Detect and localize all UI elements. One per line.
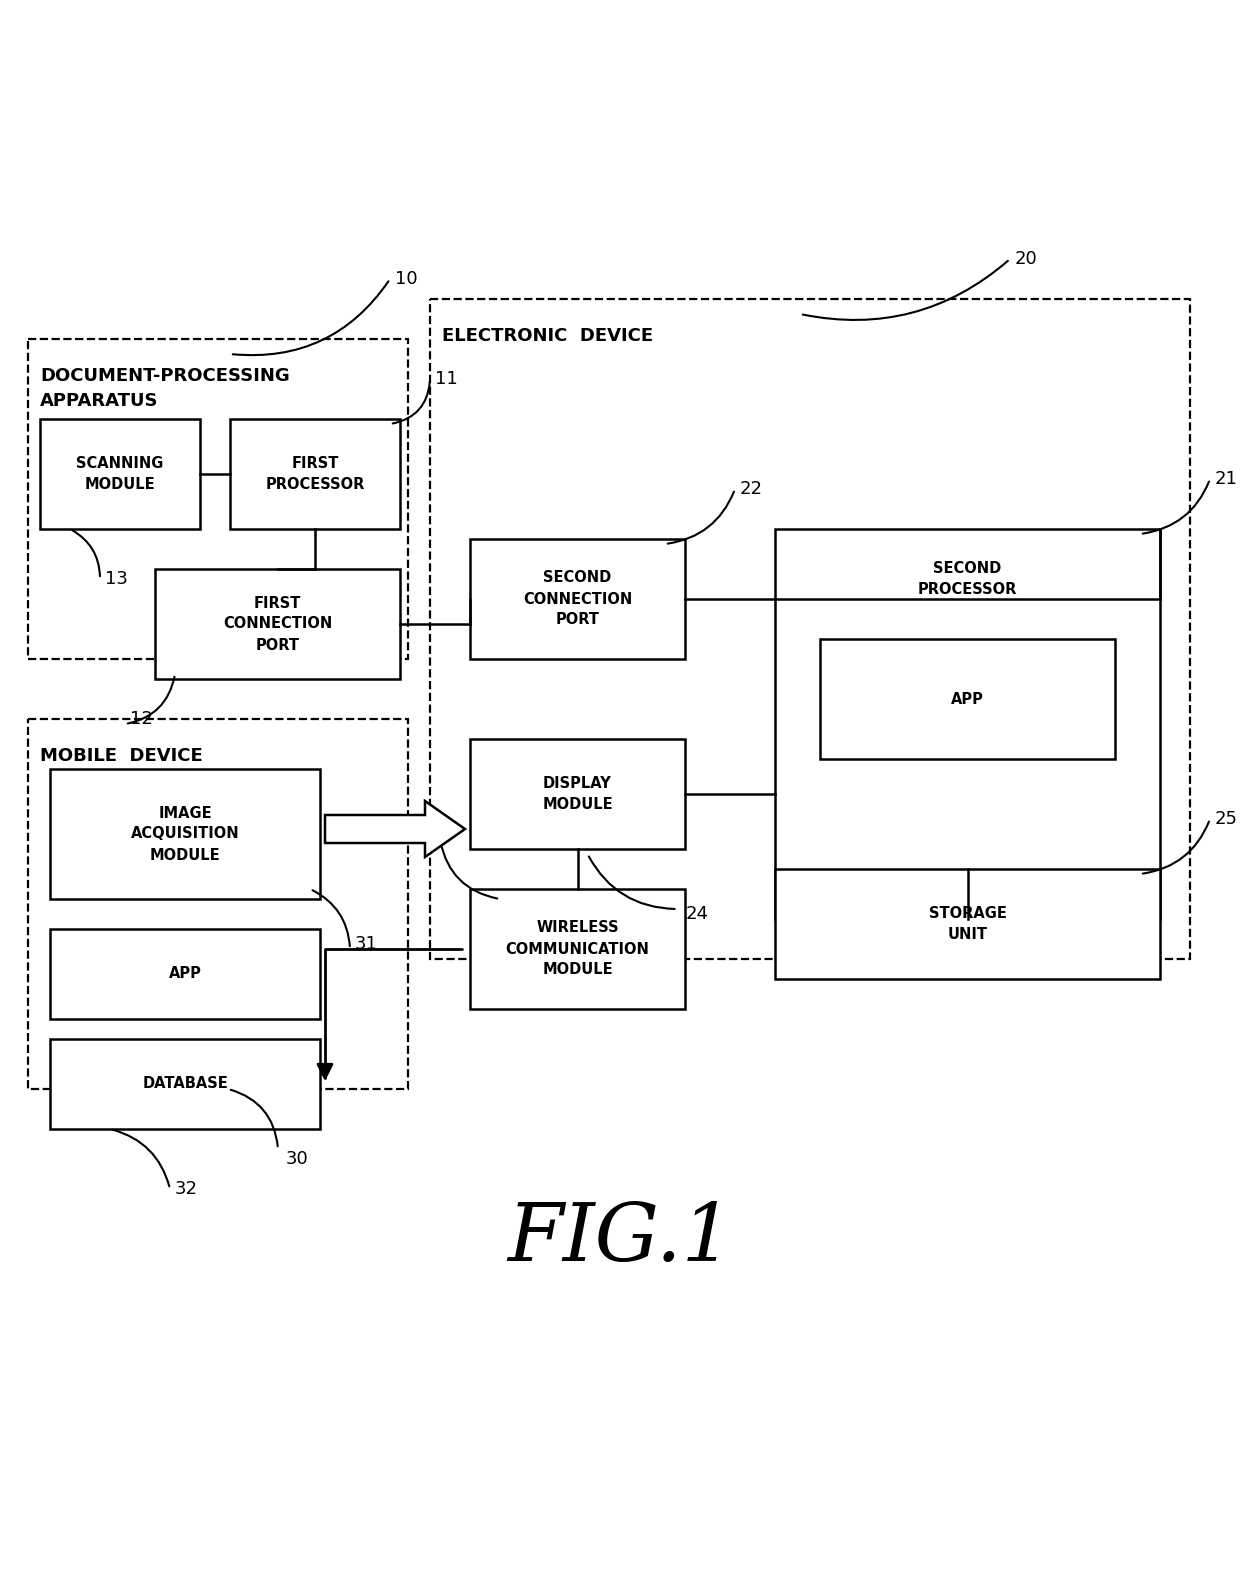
Bar [50, 929, 320, 1019]
Bar [470, 540, 684, 660]
Text: DISPLAY
MODULE: DISPLAY MODULE [542, 776, 613, 813]
Bar [430, 298, 1190, 959]
Bar [820, 639, 1115, 759]
Text: 32: 32 [175, 1180, 198, 1198]
Text: 21: 21 [1215, 470, 1238, 488]
Bar [29, 720, 408, 1089]
Bar [40, 420, 200, 529]
Text: FIRST
PROCESSOR: FIRST PROCESSOR [265, 456, 365, 492]
Text: APP: APP [169, 966, 201, 982]
Text: MOBILE  DEVICE: MOBILE DEVICE [40, 746, 203, 765]
Text: 31: 31 [355, 936, 378, 953]
Text: IMAGE
ACQUISITION
MODULE: IMAGE ACQUISITION MODULE [130, 805, 239, 863]
Text: 30: 30 [286, 1150, 309, 1168]
Bar [155, 570, 401, 679]
Text: FIRST
CONNECTION
PORT: FIRST CONNECTION PORT [223, 595, 332, 652]
Text: WIRELESS
COMMUNICATION
MODULE: WIRELESS COMMUNICATION MODULE [506, 920, 650, 977]
Text: SECOND
PROCESSOR: SECOND PROCESSOR [918, 562, 1017, 596]
Polygon shape [325, 802, 465, 857]
Text: 22: 22 [740, 480, 763, 499]
Text: SCANNING
MODULE: SCANNING MODULE [77, 456, 164, 492]
Text: 13: 13 [105, 570, 128, 589]
Bar [470, 888, 684, 1008]
Bar [50, 768, 320, 899]
Text: DATABASE: DATABASE [143, 1076, 228, 1092]
Text: 24: 24 [686, 906, 708, 923]
Text: 23: 23 [425, 814, 448, 833]
Text: 20: 20 [1016, 249, 1038, 268]
Bar [775, 869, 1159, 978]
Text: FIG.1: FIG.1 [507, 1201, 733, 1278]
Text: 12: 12 [130, 710, 153, 727]
Text: SECOND
CONNECTION
PORT: SECOND CONNECTION PORT [523, 571, 632, 628]
Text: ELECTRONIC  DEVICE: ELECTRONIC DEVICE [441, 327, 653, 346]
Text: STORAGE
UNIT: STORAGE UNIT [929, 906, 1007, 942]
Bar [229, 420, 401, 529]
Text: 25: 25 [1215, 810, 1238, 828]
Text: 11: 11 [435, 369, 458, 388]
Text: DOCUMENT-PROCESSING
APPARATUS: DOCUMENT-PROCESSING APPARATUS [40, 368, 290, 410]
Bar [29, 339, 408, 660]
Text: 10: 10 [396, 270, 418, 289]
Bar [775, 529, 1159, 918]
Text: APP: APP [951, 691, 983, 707]
Bar [470, 739, 684, 849]
Bar [50, 1038, 320, 1128]
